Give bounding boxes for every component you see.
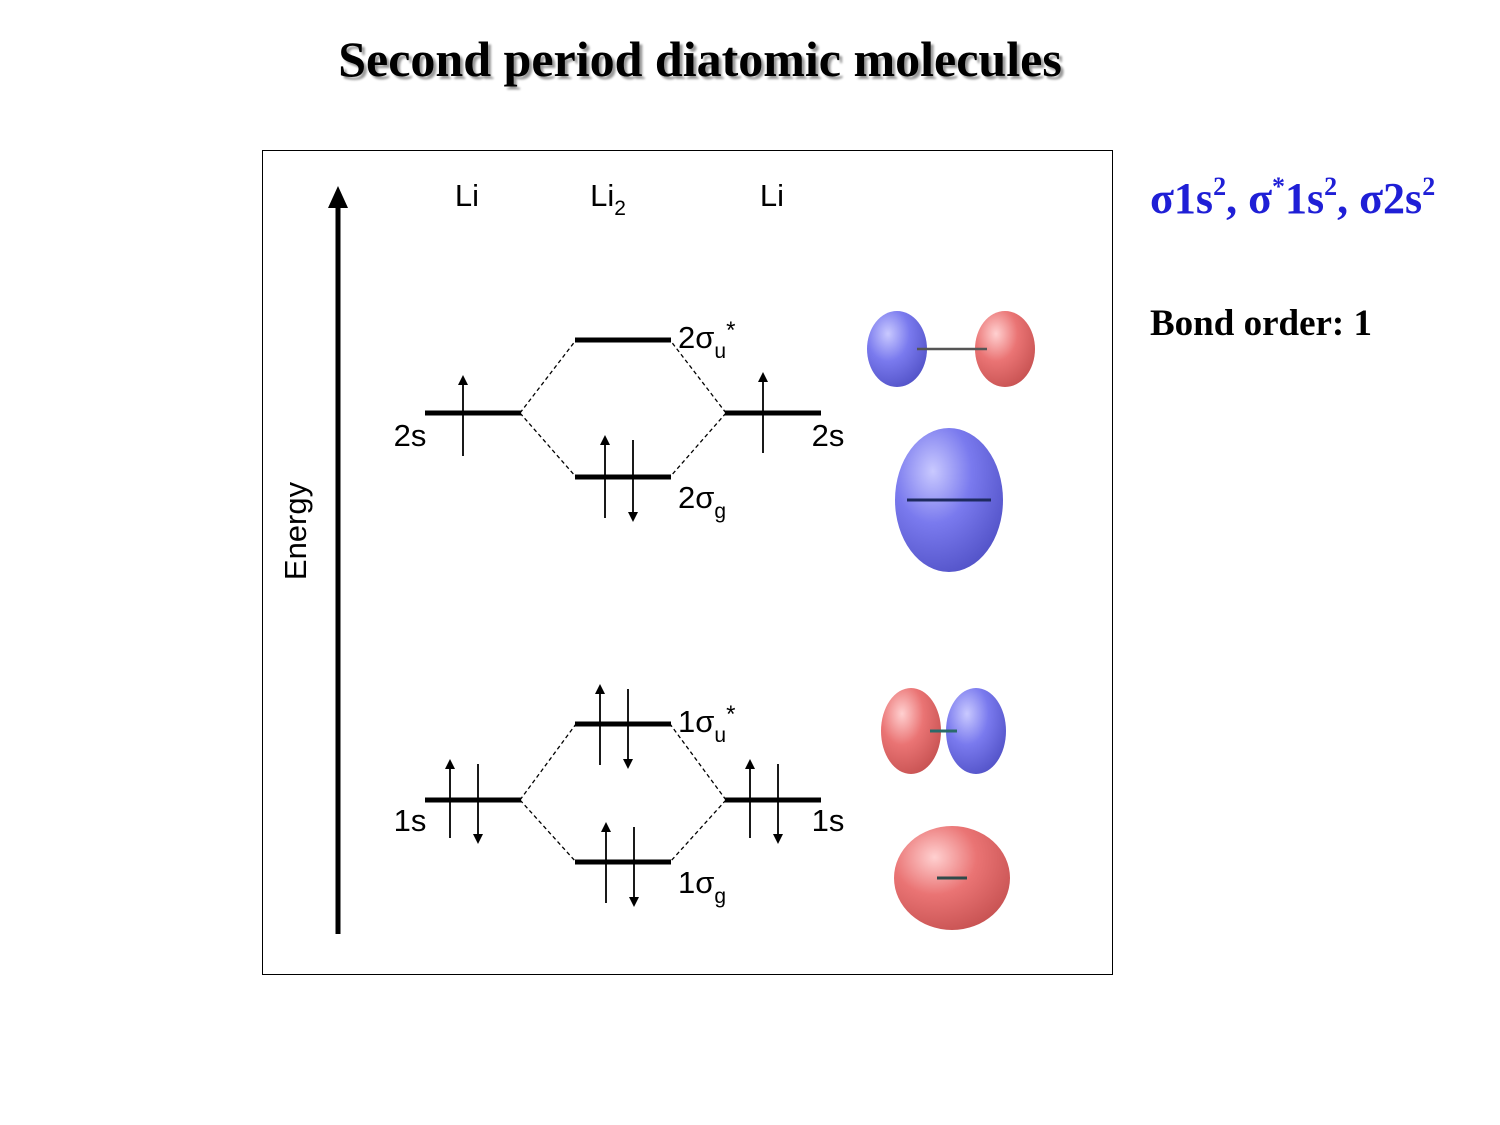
electron-configuration: σ1s2, σ*1s2, σ2s2: [1150, 172, 1436, 223]
ao-label-left-2s: 2s: [394, 418, 427, 453]
slide-title: Second period diatomic molecules: [338, 31, 1062, 87]
bond-order-label: Bond order: 1: [1150, 303, 1372, 344]
column-left-atom: Li: [455, 178, 479, 213]
orbital-image-1su-star: [881, 688, 1006, 774]
column-molecule: Li2: [590, 178, 626, 220]
orbital-image-2su-star: [867, 311, 1035, 387]
orbital-image-2sg: [895, 428, 1003, 572]
energy-axis-label: Energy: [278, 481, 313, 580]
mo-diagram-frame: [262, 150, 1113, 975]
column-right-atom: Li: [760, 178, 784, 213]
ao-label-left-1s: 1s: [394, 803, 427, 838]
energy-axis-arrowhead: [328, 186, 348, 208]
correlation-lines: [519, 339, 727, 863]
mo-label-2sg: 2σg: [678, 480, 726, 523]
mo-label-1sg: 1σg: [678, 865, 726, 908]
mo-label-1su-star: 1σu*: [678, 701, 735, 747]
ao-label-right-1s: 1s: [812, 803, 845, 838]
ao-label-right-2s: 2s: [812, 418, 845, 453]
mo-label-2su-star: 2σu*: [678, 317, 735, 363]
orbital-image-1sg: [894, 826, 1010, 930]
